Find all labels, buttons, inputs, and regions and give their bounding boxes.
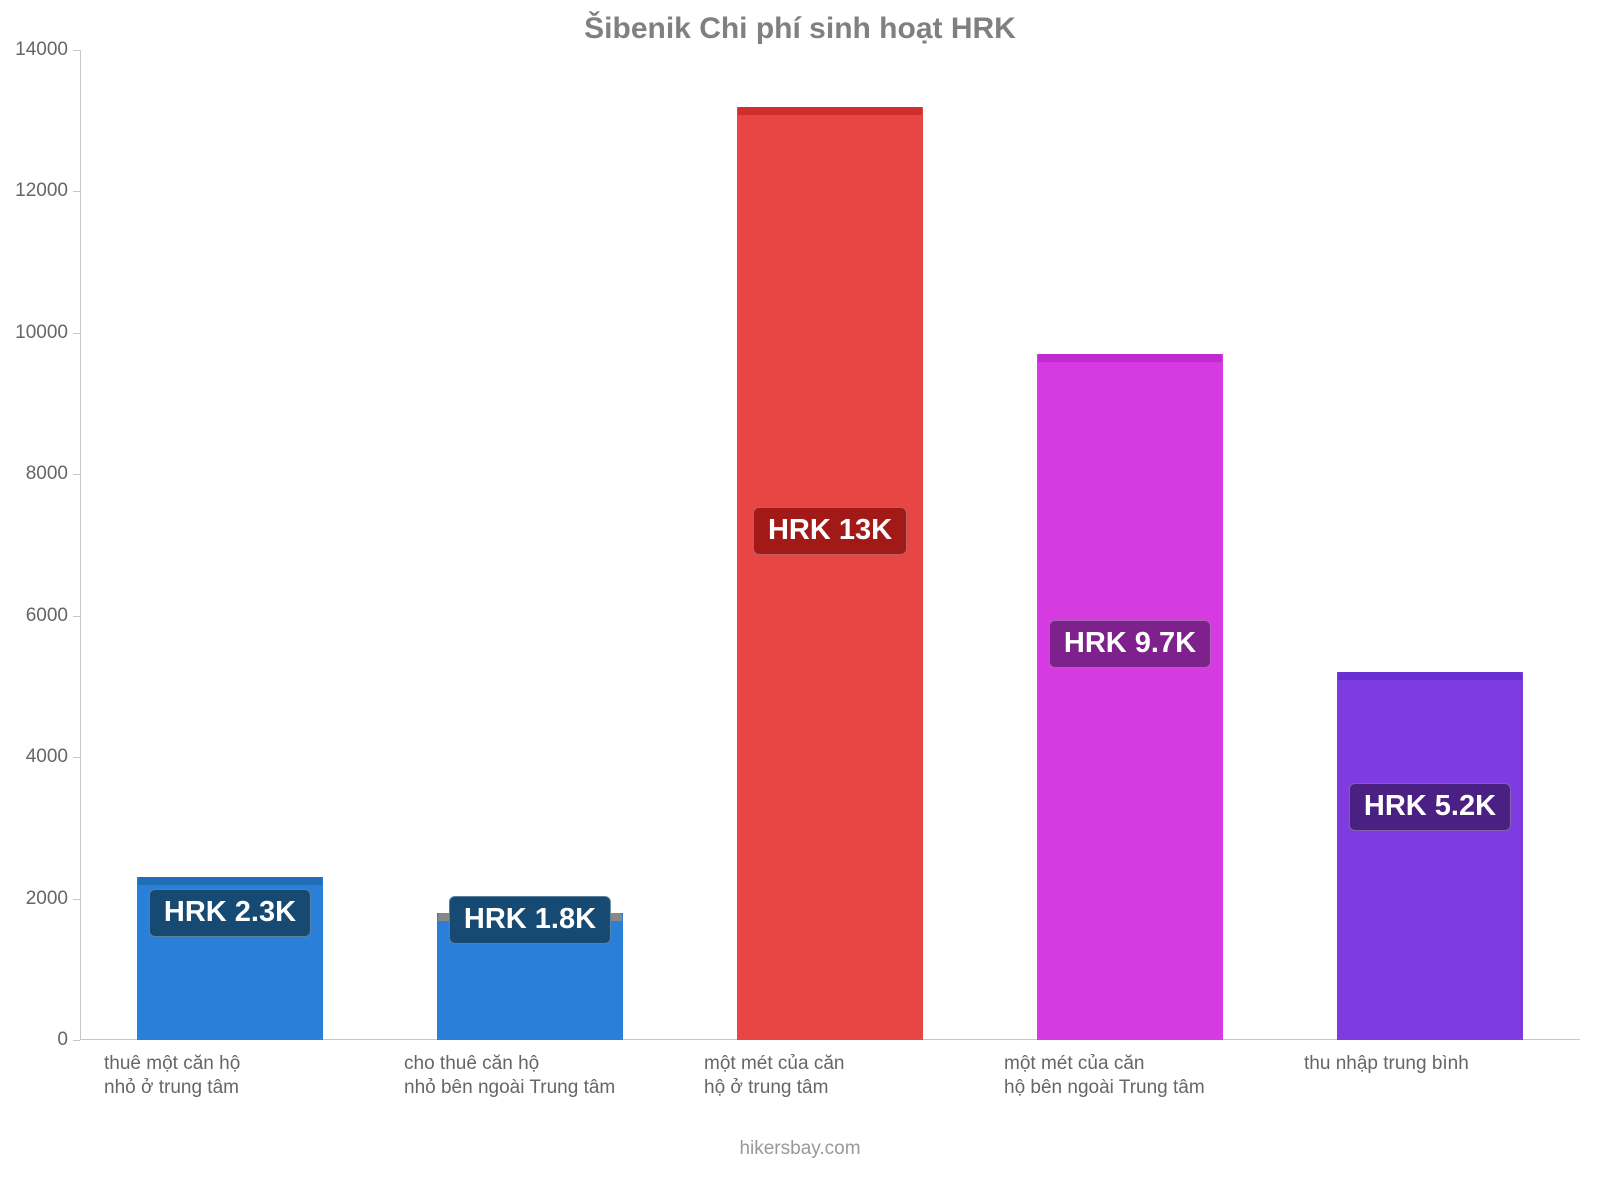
bar-top-highlight [138, 877, 322, 885]
y-tick-label: 2000 [26, 888, 80, 910]
bar-top-highlight [738, 107, 922, 115]
x-category-label: một mét của cănhộ ở trung tâm [704, 1040, 980, 1100]
x-category-label-line: thu nhập trung bình [1304, 1052, 1580, 1076]
value-badge: HRK 1.8K [449, 896, 611, 944]
y-tick-label: 0 [57, 1029, 80, 1051]
bar-top-highlight [1038, 354, 1222, 362]
bar-top-highlight [1338, 672, 1522, 680]
x-category-label: thuê một căn hộnhỏ ở trung tâm [104, 1040, 380, 1100]
x-category-label-line: thuê một căn hộ [104, 1052, 380, 1076]
x-category-label: thu nhập trung bình [1304, 1040, 1580, 1076]
bar [1337, 672, 1523, 1040]
y-tick-label: 4000 [26, 746, 80, 768]
y-tick-label: 8000 [26, 463, 80, 485]
x-category-label-line: hộ bên ngoài Trung tâm [1004, 1076, 1280, 1100]
x-category-label-line: một mét của căn [1004, 1052, 1280, 1076]
x-category-label-line: hộ ở trung tâm [704, 1076, 980, 1100]
credit-text: hikersbay.com [0, 1138, 1600, 1160]
value-badge: HRK 13K [753, 507, 907, 555]
y-tick-label: 12000 [15, 180, 80, 202]
bar [1037, 354, 1223, 1040]
y-tick-label: 14000 [15, 39, 80, 61]
x-category-label-line: cho thuê căn hộ [404, 1052, 680, 1076]
chart-container: Šibenik Chi phí sinh hoạt HRK 0200040006… [0, 0, 1600, 1200]
bar [737, 107, 923, 1040]
x-category-label: cho thuê căn hộnhỏ bên ngoài Trung tâm [404, 1040, 680, 1100]
chart-title: Šibenik Chi phí sinh hoạt HRK [0, 12, 1600, 46]
value-badge: HRK 5.2K [1349, 783, 1511, 831]
y-tick-label: 6000 [26, 605, 80, 627]
x-category-label-line: nhỏ ở trung tâm [104, 1076, 380, 1100]
value-badge: HRK 9.7K [1049, 620, 1211, 668]
y-axis-line [80, 50, 81, 1040]
value-badge: HRK 2.3K [149, 889, 311, 937]
y-tick-label: 10000 [15, 322, 80, 344]
x-category-label: một mét của cănhộ bên ngoài Trung tâm [1004, 1040, 1280, 1100]
x-category-label-line: nhỏ bên ngoài Trung tâm [404, 1076, 680, 1100]
x-category-label-line: một mét của căn [704, 1052, 980, 1076]
plot-area: 02000400060008000100001200014000HRK 2.3K… [80, 50, 1580, 1040]
